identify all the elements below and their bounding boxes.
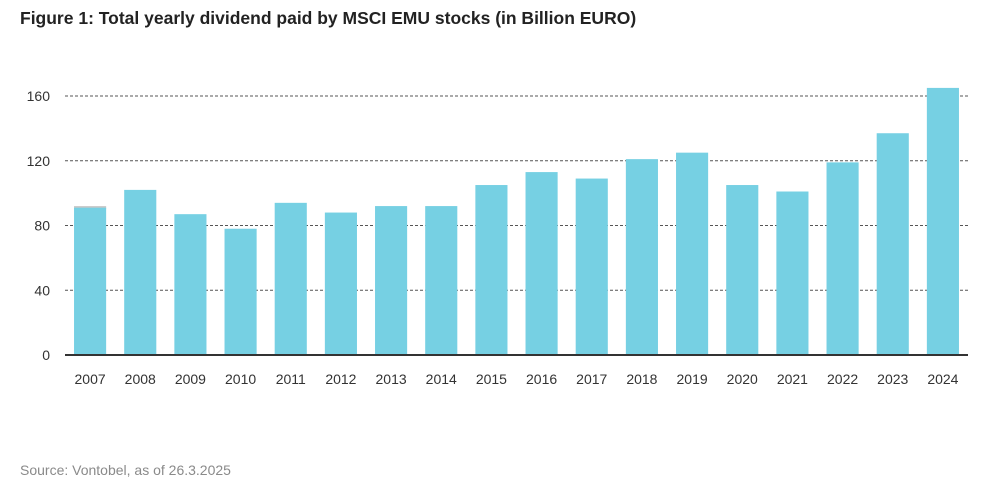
bar-2009 — [174, 214, 207, 355]
x-tick-label: 2014 — [426, 371, 457, 387]
bar-2008 — [124, 189, 157, 355]
bar-2010 — [224, 228, 257, 355]
x-tick-label: 2016 — [526, 371, 557, 387]
y-tick-label: 0 — [42, 347, 50, 363]
x-tick-label: 2023 — [877, 371, 908, 387]
bar-2013 — [375, 206, 408, 355]
x-tick-label: 2022 — [827, 371, 858, 387]
x-tick-label: 2024 — [927, 371, 958, 387]
bar-2020 — [726, 185, 759, 355]
bar-2012 — [324, 212, 357, 355]
x-tick-label: 2008 — [125, 371, 156, 387]
y-tick-label: 160 — [27, 88, 51, 104]
x-tick-labels: 2007 2008 2009 2010 2011 2012 2013 2014 2015 2016… — [75, 371, 959, 387]
source-note: Source: Vontobel, as of 26.3.2025 — [20, 462, 231, 478]
bar-2024 — [926, 87, 959, 355]
x-tick-label: 2018 — [626, 371, 657, 387]
x-tick-label: 2019 — [677, 371, 708, 387]
y-tick-label: 80 — [34, 218, 50, 234]
x-tick-label: 2011 — [276, 371, 306, 387]
bar-2021 — [776, 191, 809, 355]
bar-2011 — [274, 202, 307, 355]
bars — [74, 87, 959, 355]
x-tick-label: 2013 — [376, 371, 407, 387]
bar-2022 — [826, 162, 859, 355]
bar-2018 — [625, 159, 658, 355]
gridlines — [65, 95, 968, 291]
x-tick-label: 2021 — [777, 371, 808, 387]
bar-2023 — [876, 133, 909, 355]
chart-title: Figure 1: Total yearly dividend paid by … — [20, 8, 637, 28]
x-tick-label: 2017 — [576, 371, 607, 387]
bar-2019 — [676, 152, 709, 355]
bar-2016 — [525, 172, 558, 355]
x-tick-label: 2012 — [325, 371, 356, 387]
y-tick-label: 120 — [27, 153, 51, 169]
bar-2017 — [575, 178, 608, 355]
y-tick-label: 40 — [34, 282, 50, 298]
bar-2007 — [74, 207, 107, 355]
x-tick-label: 2015 — [476, 371, 507, 387]
y-tick-labels: 0 40 80 120 160 — [27, 88, 51, 363]
x-tick-label: 2020 — [727, 371, 758, 387]
bar-cap — [74, 206, 107, 209]
bar-2014 — [425, 206, 458, 355]
bar-chart: 0 40 80 120 160 2007 2008 2009 2010 2011 2012 2013… — [27, 87, 968, 387]
bar-2015 — [475, 185, 508, 355]
x-tick-label: 2010 — [225, 371, 256, 387]
x-tick-label: 2007 — [75, 371, 106, 387]
x-tick-label: 2009 — [175, 371, 206, 387]
